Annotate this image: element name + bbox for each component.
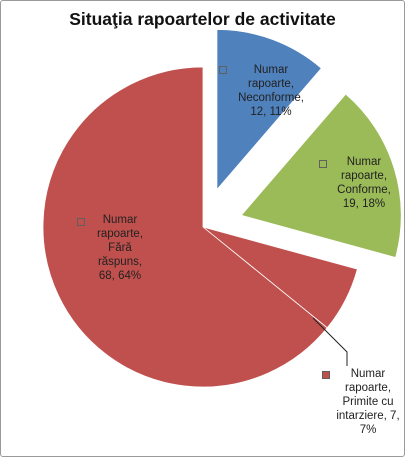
legend-key-fara-raspuns — [77, 218, 85, 226]
slice-label-line: Numar — [350, 368, 386, 380]
pie-slice-fara_raspuns — [42, 66, 328, 388]
slice-label-line: 19, 18% — [342, 198, 386, 210]
legend-key-neconforme — [219, 66, 227, 74]
slice-label-line: 12, 11% — [250, 106, 292, 118]
slice-label-line: răspuns, — [97, 256, 143, 268]
slice-label-intarziere: Numar rapoarte, Primite cu intarziere, 7… — [331, 367, 405, 437]
slice-label-line: Fără — [108, 242, 132, 254]
legend-key-conforme — [319, 160, 327, 168]
slice-label-fara-raspuns: Numar rapoarte, Fără răspuns, 68, 64% — [84, 213, 156, 283]
slice-label-line: Numar — [346, 156, 382, 168]
pie-slice-conforme — [240, 93, 402, 258]
slice-label-line: Neconforme, — [238, 92, 304, 104]
slice-label-line: rapoarte, — [247, 78, 295, 90]
leader-line-intarziere — [312, 317, 348, 366]
slice-label-line: Numar — [102, 214, 138, 226]
slice-label-line: rapoarte, — [96, 228, 144, 240]
legend-key-intarziere — [322, 371, 330, 379]
slice-label-line: Conforme, — [337, 184, 391, 196]
slice-label-line: Primite cu — [342, 396, 394, 408]
chart-title: Situaţia rapoartelor de activitate — [69, 9, 336, 29]
slice-label-line: intarziere, 7, — [336, 410, 400, 422]
slice-label-line: Numar — [253, 64, 289, 76]
slice-label-line: rapoarte, — [344, 382, 392, 394]
slice-label-line: rapoarte, — [340, 170, 388, 182]
slice-label-line: 7% — [359, 424, 377, 436]
slice-label-neconforme: Numar rapoarte, Neconforme, 12, 11% — [228, 63, 314, 119]
slice-label-line: 68, 64% — [98, 270, 142, 282]
slice-label-conforme: Numar rapoarte, Conforme, 19, 18% — [328, 155, 400, 211]
pie-slice-neconforme — [216, 29, 322, 191]
